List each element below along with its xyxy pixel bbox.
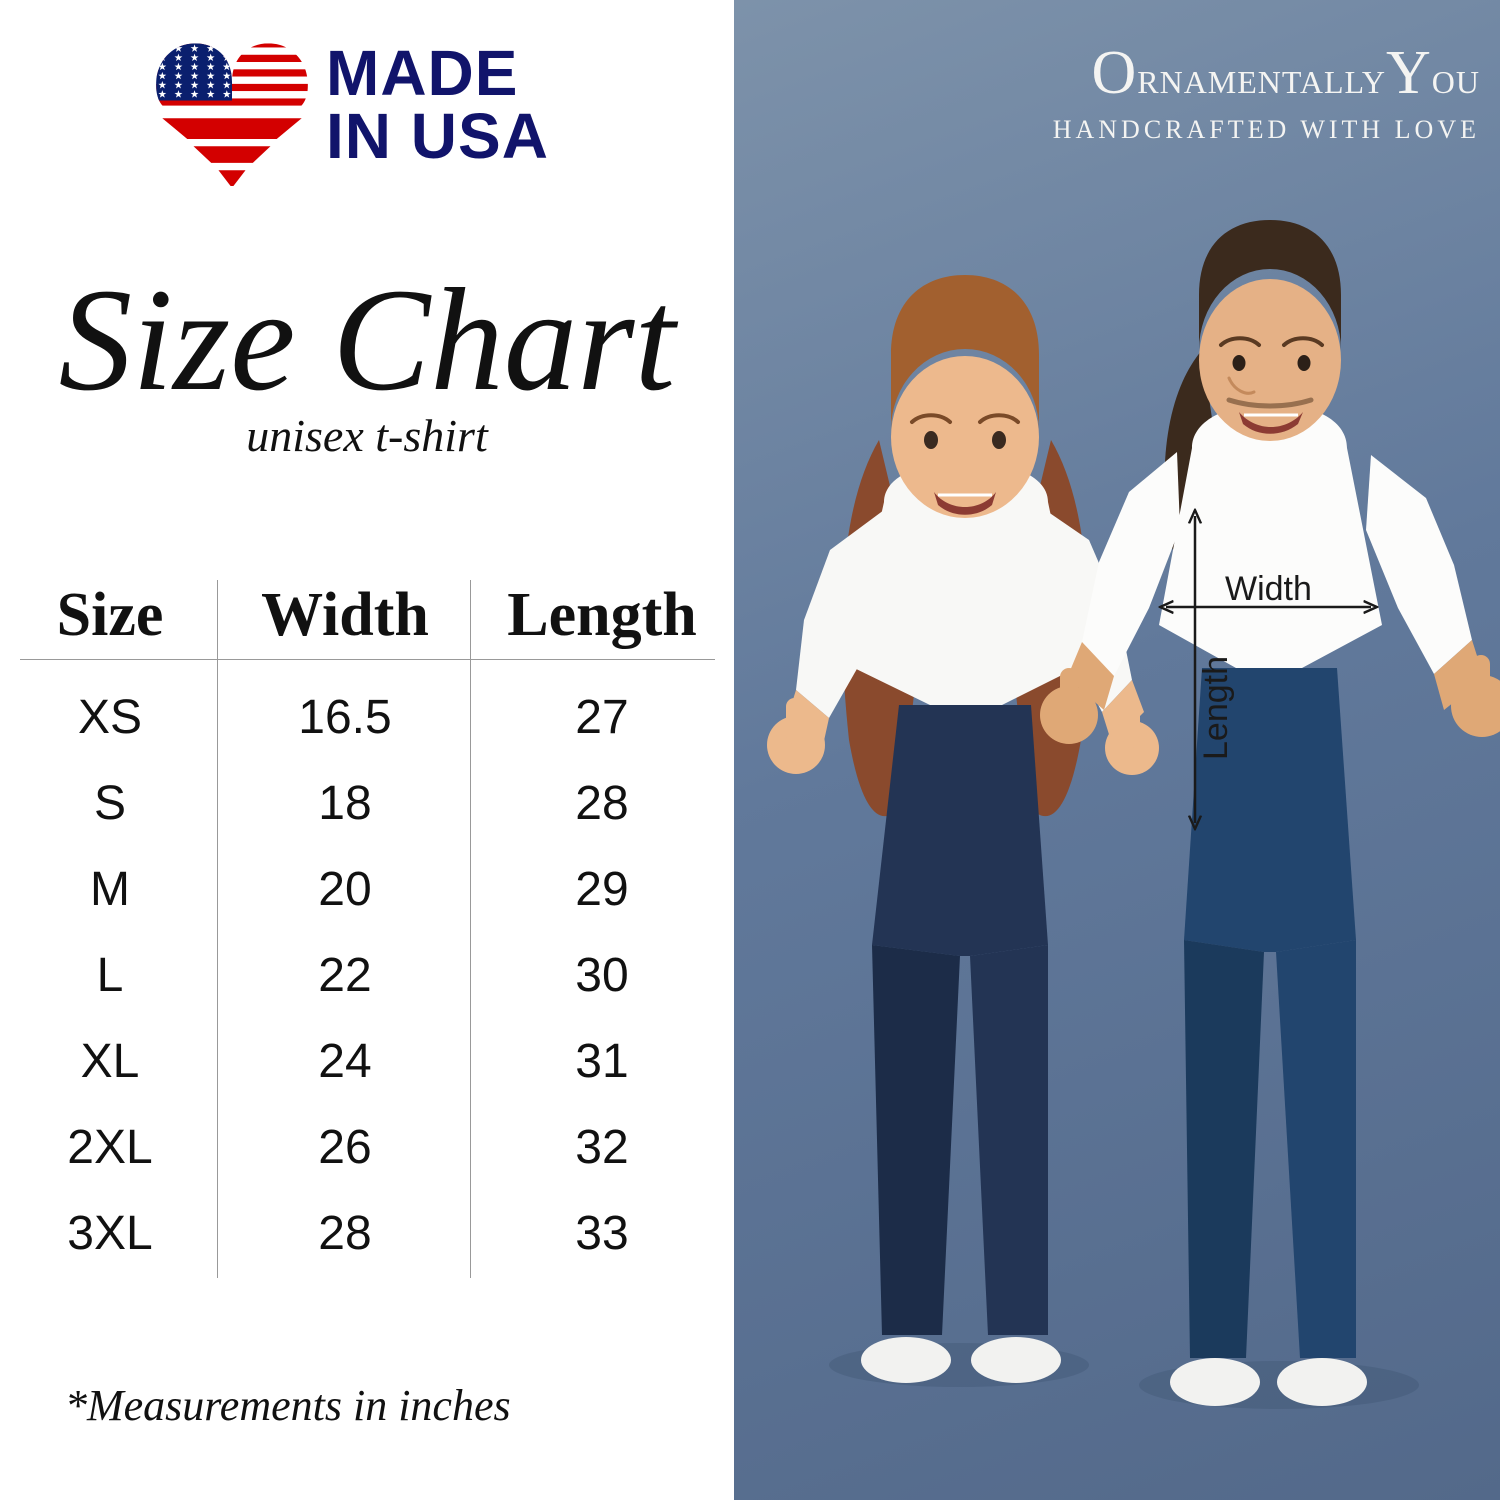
svg-text:Length: Length bbox=[1197, 656, 1235, 760]
svg-text:Width: Width bbox=[1225, 570, 1312, 608]
